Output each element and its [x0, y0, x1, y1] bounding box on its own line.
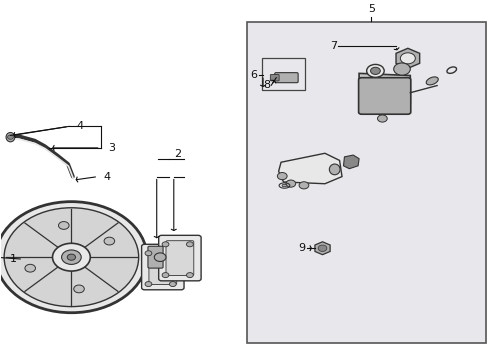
Circle shape	[186, 242, 193, 247]
Circle shape	[393, 63, 409, 75]
Circle shape	[67, 254, 76, 260]
Circle shape	[285, 180, 295, 187]
Circle shape	[186, 273, 193, 278]
FancyBboxPatch shape	[246, 22, 485, 343]
Text: 3: 3	[108, 143, 115, 153]
FancyBboxPatch shape	[149, 250, 176, 284]
Circle shape	[61, 250, 81, 264]
FancyBboxPatch shape	[148, 246, 163, 268]
FancyBboxPatch shape	[165, 241, 193, 275]
Ellipse shape	[282, 184, 286, 187]
Circle shape	[400, 53, 414, 64]
Text: 7: 7	[329, 41, 336, 51]
Text: 6: 6	[250, 70, 257, 80]
Circle shape	[52, 243, 90, 271]
Circle shape	[7, 135, 13, 139]
Polygon shape	[343, 155, 358, 169]
Circle shape	[169, 282, 176, 287]
Circle shape	[74, 285, 84, 293]
Circle shape	[59, 221, 69, 229]
Circle shape	[299, 182, 308, 189]
Polygon shape	[358, 73, 409, 103]
Circle shape	[162, 242, 168, 247]
Text: 2: 2	[173, 149, 181, 159]
FancyBboxPatch shape	[274, 73, 298, 83]
Circle shape	[318, 245, 326, 251]
Circle shape	[25, 264, 36, 272]
Circle shape	[145, 251, 152, 256]
Circle shape	[370, 67, 380, 75]
Circle shape	[154, 253, 165, 261]
Circle shape	[4, 208, 139, 307]
Circle shape	[104, 237, 114, 245]
Polygon shape	[278, 153, 341, 184]
Text: 5: 5	[367, 4, 374, 14]
Polygon shape	[314, 242, 329, 255]
Circle shape	[162, 273, 168, 278]
Ellipse shape	[329, 164, 339, 175]
Text: 1: 1	[9, 254, 17, 264]
FancyBboxPatch shape	[142, 244, 183, 290]
Ellipse shape	[6, 132, 15, 142]
Polygon shape	[395, 48, 419, 68]
Text: 4: 4	[103, 172, 110, 181]
Text: 9: 9	[298, 243, 305, 253]
Circle shape	[0, 202, 147, 313]
Text: 8: 8	[263, 80, 270, 90]
Circle shape	[277, 172, 286, 180]
Text: 4: 4	[76, 121, 83, 131]
FancyBboxPatch shape	[158, 235, 201, 281]
Ellipse shape	[426, 77, 437, 85]
FancyBboxPatch shape	[358, 78, 410, 114]
Circle shape	[366, 64, 384, 77]
FancyBboxPatch shape	[270, 75, 279, 81]
Circle shape	[169, 251, 176, 256]
Circle shape	[377, 115, 386, 122]
Circle shape	[145, 282, 152, 287]
